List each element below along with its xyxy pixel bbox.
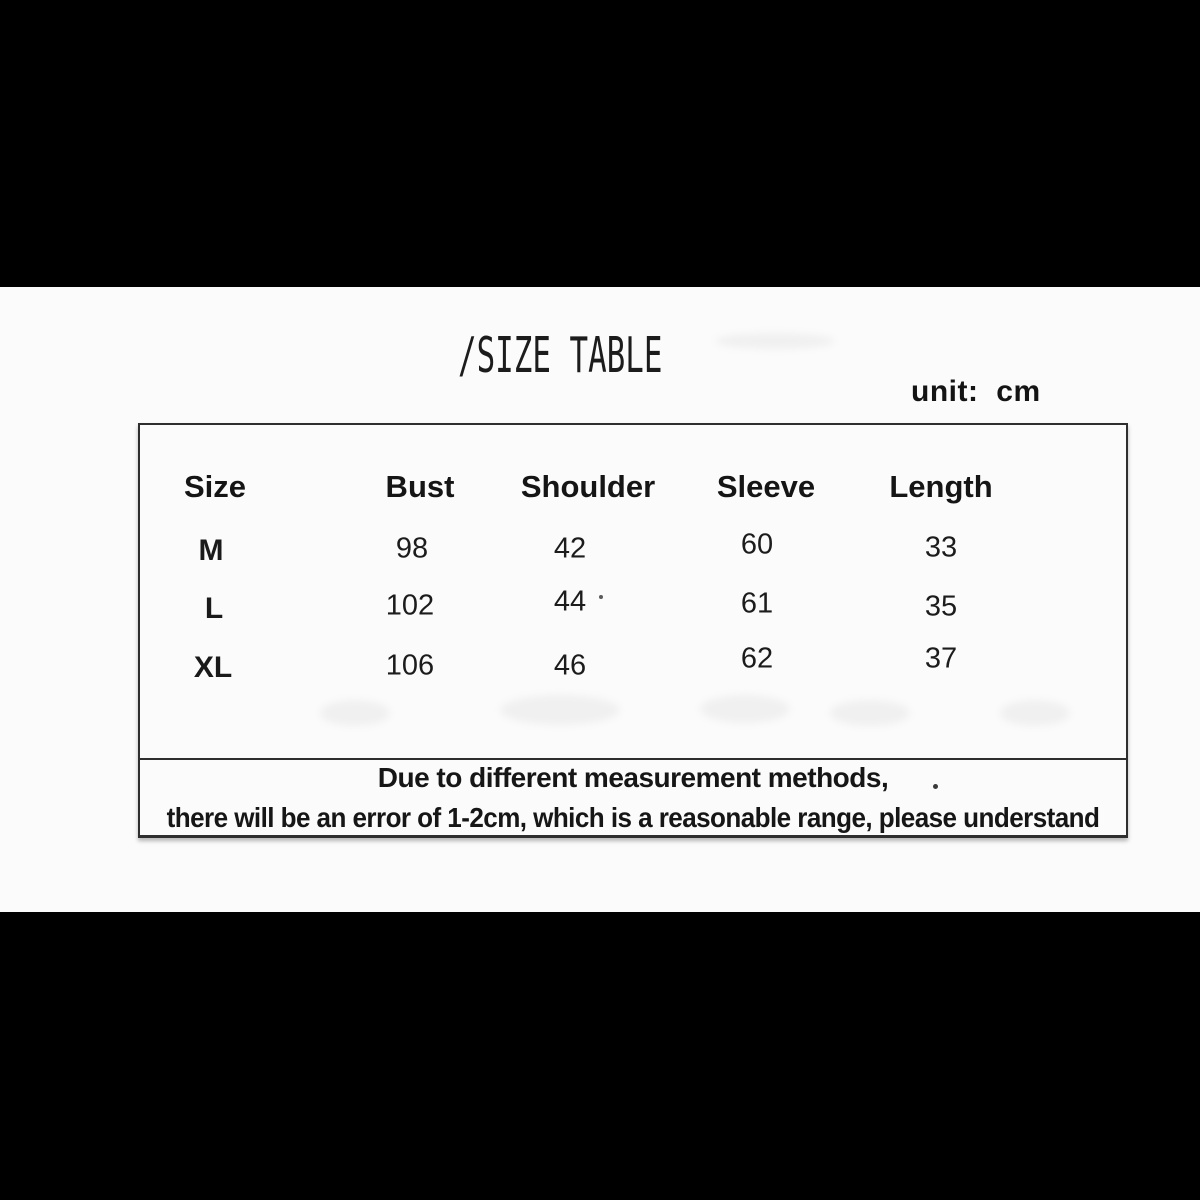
cell-value: 62 (740, 642, 774, 675)
note-line-1: Due to different measurement methods, (377, 762, 889, 793)
column-header-shoulder: Shoulder (520, 469, 656, 504)
cell-value: 46 (553, 649, 587, 682)
artifact-smudge (1000, 700, 1070, 726)
artifact-smudge (320, 700, 390, 726)
stray-dot (933, 784, 938, 789)
sheet-background (0, 287, 1200, 912)
cell-value: 44 (553, 585, 587, 618)
cell-value: 60 (740, 528, 774, 561)
note-line-2: there will be an error of 1-2cm, which i… (166, 802, 1100, 833)
column-header-sleeve: Sleeve (716, 469, 816, 504)
cell-value: 98 (395, 532, 429, 565)
cell-value: 33 (924, 531, 958, 564)
size-label: L (204, 592, 224, 625)
cell-value: 37 (924, 642, 958, 675)
size-table: Size Bust Shoulder Sleeve Length M 98 42… (138, 423, 1128, 838)
cell-value: 42 (553, 532, 587, 565)
page-title: /SIZE TABLE (458, 327, 663, 384)
artifact-smudge (715, 333, 835, 349)
cell-value: 102 (385, 589, 435, 622)
table-divider-line (138, 758, 1128, 760)
artifact-smudge (500, 695, 620, 725)
cell-value: 61 (740, 587, 774, 620)
cell-value: 106 (385, 649, 435, 682)
column-header-size: Size (183, 469, 247, 504)
artifact-smudge (700, 695, 790, 723)
column-header-length: Length (889, 469, 993, 504)
size-label: XL (193, 651, 233, 684)
cell-value: 35 (924, 590, 958, 623)
artifact-smudge (830, 700, 910, 726)
unit-label: unit: cm (911, 375, 1041, 408)
size-label: M (198, 534, 224, 567)
stray-dot (599, 595, 603, 599)
column-header-bust: Bust (385, 469, 455, 504)
